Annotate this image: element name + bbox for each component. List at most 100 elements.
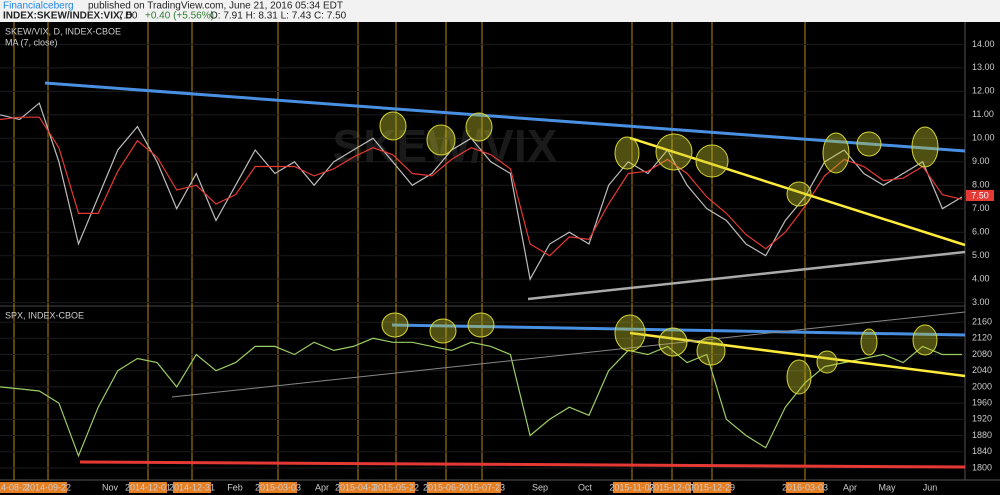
trend-line <box>44 81 966 153</box>
label-bg <box>129 482 167 493</box>
highlight <box>426 124 456 156</box>
highlight <box>467 312 495 338</box>
y-tick-label: 7.00 <box>972 203 990 213</box>
label-bg <box>339 482 377 493</box>
y-tick-label: 11.00 <box>972 109 994 119</box>
highlight <box>860 328 878 356</box>
last: 7.50 <box>118 11 138 22</box>
trend-line <box>171 311 966 398</box>
x-tick-label: Nov <box>102 482 119 492</box>
x-tick-label: Feb <box>227 482 243 492</box>
series-line <box>0 116 963 257</box>
highlight <box>816 350 838 374</box>
y-tick-label: 2000 <box>972 381 992 391</box>
x-tick-label: 2016-03-03 <box>782 482 828 492</box>
highlight <box>696 336 726 366</box>
trend-line <box>629 331 966 378</box>
y-tick-label: 12.00 <box>972 86 995 96</box>
highlight <box>786 359 812 395</box>
x-tick-label: Oct <box>578 482 593 492</box>
label-bg <box>173 482 211 493</box>
highlight <box>614 314 646 352</box>
annotations <box>44 81 966 469</box>
y-tick-label: 1960 <box>972 397 992 407</box>
label-bg <box>693 482 731 493</box>
highlight <box>614 136 640 170</box>
trend-line <box>527 250 966 301</box>
highlight <box>658 327 688 357</box>
highlight <box>379 111 407 141</box>
label-bg <box>786 482 824 493</box>
y-tick-label: 14.00 <box>972 39 995 49</box>
y-tick-label: 1840 <box>972 446 992 456</box>
x-tick-label: 2015-07-23 <box>459 482 505 492</box>
x-tick-label: 2015-12-01 <box>649 482 695 492</box>
y-tick-label: 1920 <box>972 414 992 424</box>
y-tick-label: 1880 <box>972 430 992 440</box>
watermark: SKEW/VIX <box>333 120 558 172</box>
label-bg <box>29 482 67 493</box>
header-bar <box>0 0 1000 22</box>
trend-line <box>79 460 966 469</box>
y-tick-label: 2120 <box>972 333 992 343</box>
y-tick-label: 13.00 <box>972 62 995 72</box>
x-tick-label: Jun <box>923 482 938 492</box>
x-tick-label: 14-08-28 <box>0 482 32 492</box>
x-tick-label: May <box>878 482 896 492</box>
label-bg <box>427 482 465 493</box>
y-tick-label: 4.00 <box>972 274 990 284</box>
label-bg <box>463 482 501 493</box>
x-tick-label: 2014-09-22 <box>25 482 71 492</box>
published: published on TradingView.com, June 21, 2… <box>88 1 343 12</box>
x-tick-label: Apr <box>315 482 329 492</box>
highlight <box>856 131 882 157</box>
x-tick-label: 2015-11-02 <box>609 482 654 492</box>
y-tick-label: 10.00 <box>972 133 995 143</box>
x-tick-label: 2015-05-22 <box>373 482 419 492</box>
ohlc: O: 7.91 H: 8.31 L: 7.43 C: 7.50 <box>210 11 347 22</box>
legend: SKEW/VIX, D, INDEX-CBOE <box>5 26 121 36</box>
label-bg <box>0 482 33 493</box>
highlight <box>822 132 850 174</box>
last-value: 7.50 <box>971 190 989 200</box>
x-tick-label: 2014-12-31 <box>169 482 215 492</box>
x-tick-label: Sep <box>532 482 548 492</box>
highlight <box>912 324 938 356</box>
x-tick-label: 2015-12-29 <box>689 482 735 492</box>
y-tick-label: 2160 <box>972 316 992 326</box>
highlight <box>381 312 409 338</box>
y-tick-label: 2080 <box>972 349 992 359</box>
y-tick-label: 8.00 <box>972 180 990 190</box>
symbol: INDEX:SKEW/INDEX:VIX, D <box>3 11 132 22</box>
highlight <box>695 144 729 178</box>
publisher: Financialceberg <box>3 1 74 12</box>
x-tick-label: 2015-04-28 <box>335 482 381 492</box>
trend-line <box>391 323 966 337</box>
y-tick-label: 6.00 <box>972 227 990 237</box>
y-tick-label: 3.00 <box>972 297 990 307</box>
label-bg <box>377 482 415 493</box>
change: +0.40 (+5.56%) <box>145 11 214 22</box>
label-bg <box>653 482 691 493</box>
x-tick-label: Apr <box>843 482 857 492</box>
trend-line <box>629 136 966 247</box>
legend: MA (7, close) <box>5 37 58 47</box>
highlight <box>465 112 493 142</box>
series-line <box>0 337 962 458</box>
highlight <box>655 133 693 171</box>
x-tick-label: 2015-03-03 <box>255 482 301 492</box>
y-tick-label: 1800 <box>972 462 992 472</box>
highlight <box>786 181 812 207</box>
legend: SPX, INDEX-CBOE <box>5 310 84 320</box>
label-bg <box>613 482 651 493</box>
x-tick-label: 2014-12-01 <box>125 482 171 492</box>
y-tick-label: 2040 <box>972 365 992 375</box>
highlight <box>911 126 939 168</box>
x-tick-label: 2015-06-26 <box>423 482 469 492</box>
highlight <box>429 318 457 344</box>
label-bg <box>259 482 297 493</box>
y-tick-label: 5.00 <box>972 250 990 260</box>
series-line <box>0 102 963 281</box>
